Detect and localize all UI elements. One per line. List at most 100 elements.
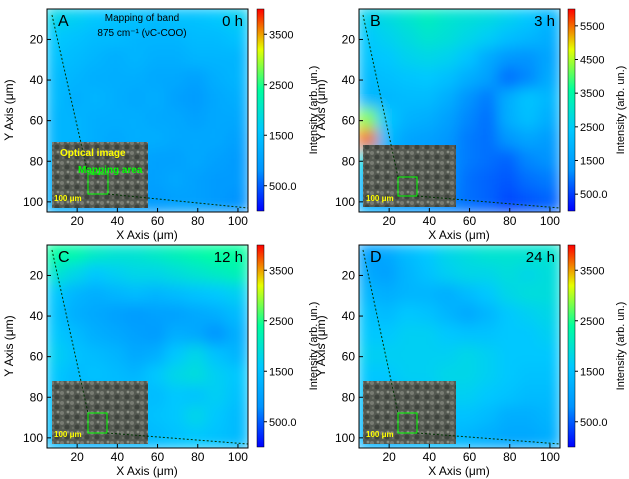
heatmap-cell [457,169,482,194]
heatmap-cell [65,283,90,308]
heatmap-cell [497,405,522,430]
plot-frame [358,244,561,449]
heatmap-cell [517,303,542,329]
heatmap-cell [517,128,542,154]
heatmap-cell [457,385,482,410]
heatmap-cell [165,245,190,268]
heatmap-cell [145,88,170,113]
colorbar-tick-label: 500.0 [269,417,297,429]
heatmap-cell [497,385,522,410]
heatmap-cell [85,344,110,369]
colorbar-ticks: 500.0 1500 2500 3500 [264,29,297,193]
heatmap-cell [537,149,560,174]
heatmap-cell [225,364,248,390]
heatmap-cell [65,303,90,329]
heatmap-cell [85,108,110,133]
heatmap-cell [457,108,482,133]
heatmap-cell [225,47,248,72]
colorbar-tick-label: 1500 [580,156,604,168]
heatmap-cell [85,27,110,52]
heatmap-cell [47,67,70,93]
heatmap-cell [105,283,130,308]
heatmap-cell [185,88,210,113]
axis-ticks: 20 40 60 80 100 20 40 60 80 100 [23,268,248,464]
x-tick-label: 60 [151,214,165,228]
heatmap-cell [47,108,70,133]
colorbar-tick-label: 500.0 [580,417,608,429]
heatmap-cell [145,9,170,32]
heatmap-cell [125,283,150,308]
heatmap-cell [185,405,210,430]
heatmap-cell [185,344,210,369]
heatmap-cell [185,169,210,194]
colorbar-tick-label: 5500 [580,21,604,33]
heatmap-cell [457,149,482,174]
heatmap-cell [457,344,482,369]
heatmap-cell [225,385,248,410]
heatmap-cell [477,47,502,72]
heatmap-cell [47,303,70,329]
heatmap-cell [205,128,230,154]
heatmap-cell [225,67,248,93]
heatmap-cell [145,344,170,369]
heatmap-cell [185,67,210,93]
heatmap-cell [497,263,522,288]
heatmap-cell [517,405,542,430]
zoom-line [107,193,248,209]
heatmap-cell [397,108,422,133]
heatmap-cell [457,128,482,154]
heatmap-cell [185,128,210,154]
heatmap-cell [397,67,422,93]
heatmap-cell [65,88,90,113]
heatmap-cell [477,324,502,349]
heatmap-cell [537,27,560,52]
colorbar [256,8,265,212]
heatmap-cell [517,385,542,410]
heatmap-cell [437,88,462,113]
heatmap-cell [397,283,422,308]
y-tick-label: 20 [342,268,356,282]
heatmap-cell [417,67,442,93]
zoom-line [106,432,248,445]
panel-c: 100 μm 20 40 60 80 100 20 40 60 80 100 C 12 h X A… [2,244,320,478]
colorbar-ticks: 500.0 1500 2500 3500 [575,265,608,429]
heatmap-cell [477,27,502,52]
heatmap-cell [537,47,560,72]
mapping-area-box [397,176,418,197]
colorbar-tick-label: 1500 [269,130,293,142]
heatmap-cell [477,364,502,390]
heatmap-cell [377,47,402,72]
y-axis-label: Y Axis (μm) [314,315,328,376]
heatmap-cell [85,303,110,329]
heatmap-cell [359,283,382,308]
panel-b: 100 μm 20 40 60 80 100 20 40 60 80 100 B 3 h X Ax… [314,8,627,242]
heatmap-cell [85,9,110,32]
heatmap-cell [477,344,502,369]
heatmap-cell [477,149,502,174]
heatmap-cell [517,108,542,133]
heatmap-cell [125,324,150,349]
colorbar-ticks: 500.0 1500 2500 3500 4500 5500 [575,21,608,201]
heatmap-cell [125,88,150,113]
heatmap-cell [417,324,442,349]
colorbar [256,244,265,448]
heatmap-cell [205,405,230,430]
inset-scale-label: 100 μm [54,430,82,439]
heatmap-cell [225,88,248,113]
heatmap-cell [85,67,110,93]
x-tick-label: 80 [191,214,205,228]
y-tick-label: 60 [342,350,356,364]
axis-ticks: 20 40 60 80 100 20 40 60 80 100 [335,268,560,464]
heatmap-cell [537,263,560,288]
heatmap-cell [517,344,542,369]
y-tick-label: 20 [342,32,356,46]
heatmap-cell [205,263,230,288]
heatmap-cell [517,263,542,288]
y-tick-label: 40 [342,73,356,87]
heatmap-cell [359,324,382,349]
heatmap-cell [165,283,190,308]
heatmap-cell [497,364,522,390]
heatmap-cell [437,344,462,369]
heatmap-cell [537,385,560,410]
colorbar-tick-label: 1500 [580,366,604,378]
